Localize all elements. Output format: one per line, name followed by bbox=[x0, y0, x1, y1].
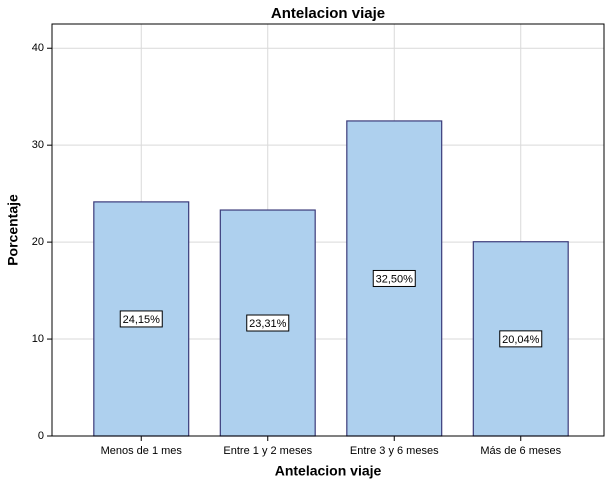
y-axis-label: Porcentaje bbox=[5, 194, 21, 266]
value-label: 23,31% bbox=[249, 318, 287, 330]
x-tick-label: Entre 1 y 2 meses bbox=[223, 445, 312, 457]
plot-frame bbox=[51, 23, 605, 437]
value-label-box bbox=[119, 310, 163, 328]
chart-title: Antelacion viaje bbox=[271, 5, 385, 22]
y-tick-label: 40 bbox=[32, 42, 44, 54]
x-tick-label: Entre 3 y 6 meses bbox=[350, 445, 439, 457]
x-tick-label: Más de 6 meses bbox=[480, 445, 561, 457]
y-tick-label: 30 bbox=[32, 139, 44, 151]
x-tick-label: Menos de 1 mes bbox=[101, 445, 183, 457]
y-tick-label: 10 bbox=[32, 333, 44, 345]
value-label-box bbox=[246, 314, 290, 332]
value-label: 20,04% bbox=[502, 334, 540, 346]
value-label: 32,50% bbox=[376, 273, 414, 285]
value-label-box bbox=[499, 330, 543, 348]
y-tick-label: 0 bbox=[38, 430, 44, 442]
x-axis-label: Antelacion viaje bbox=[275, 463, 382, 479]
value-label: 24,15% bbox=[123, 314, 161, 326]
y-tick-label: 20 bbox=[32, 236, 44, 248]
value-label-box bbox=[372, 269, 416, 287]
